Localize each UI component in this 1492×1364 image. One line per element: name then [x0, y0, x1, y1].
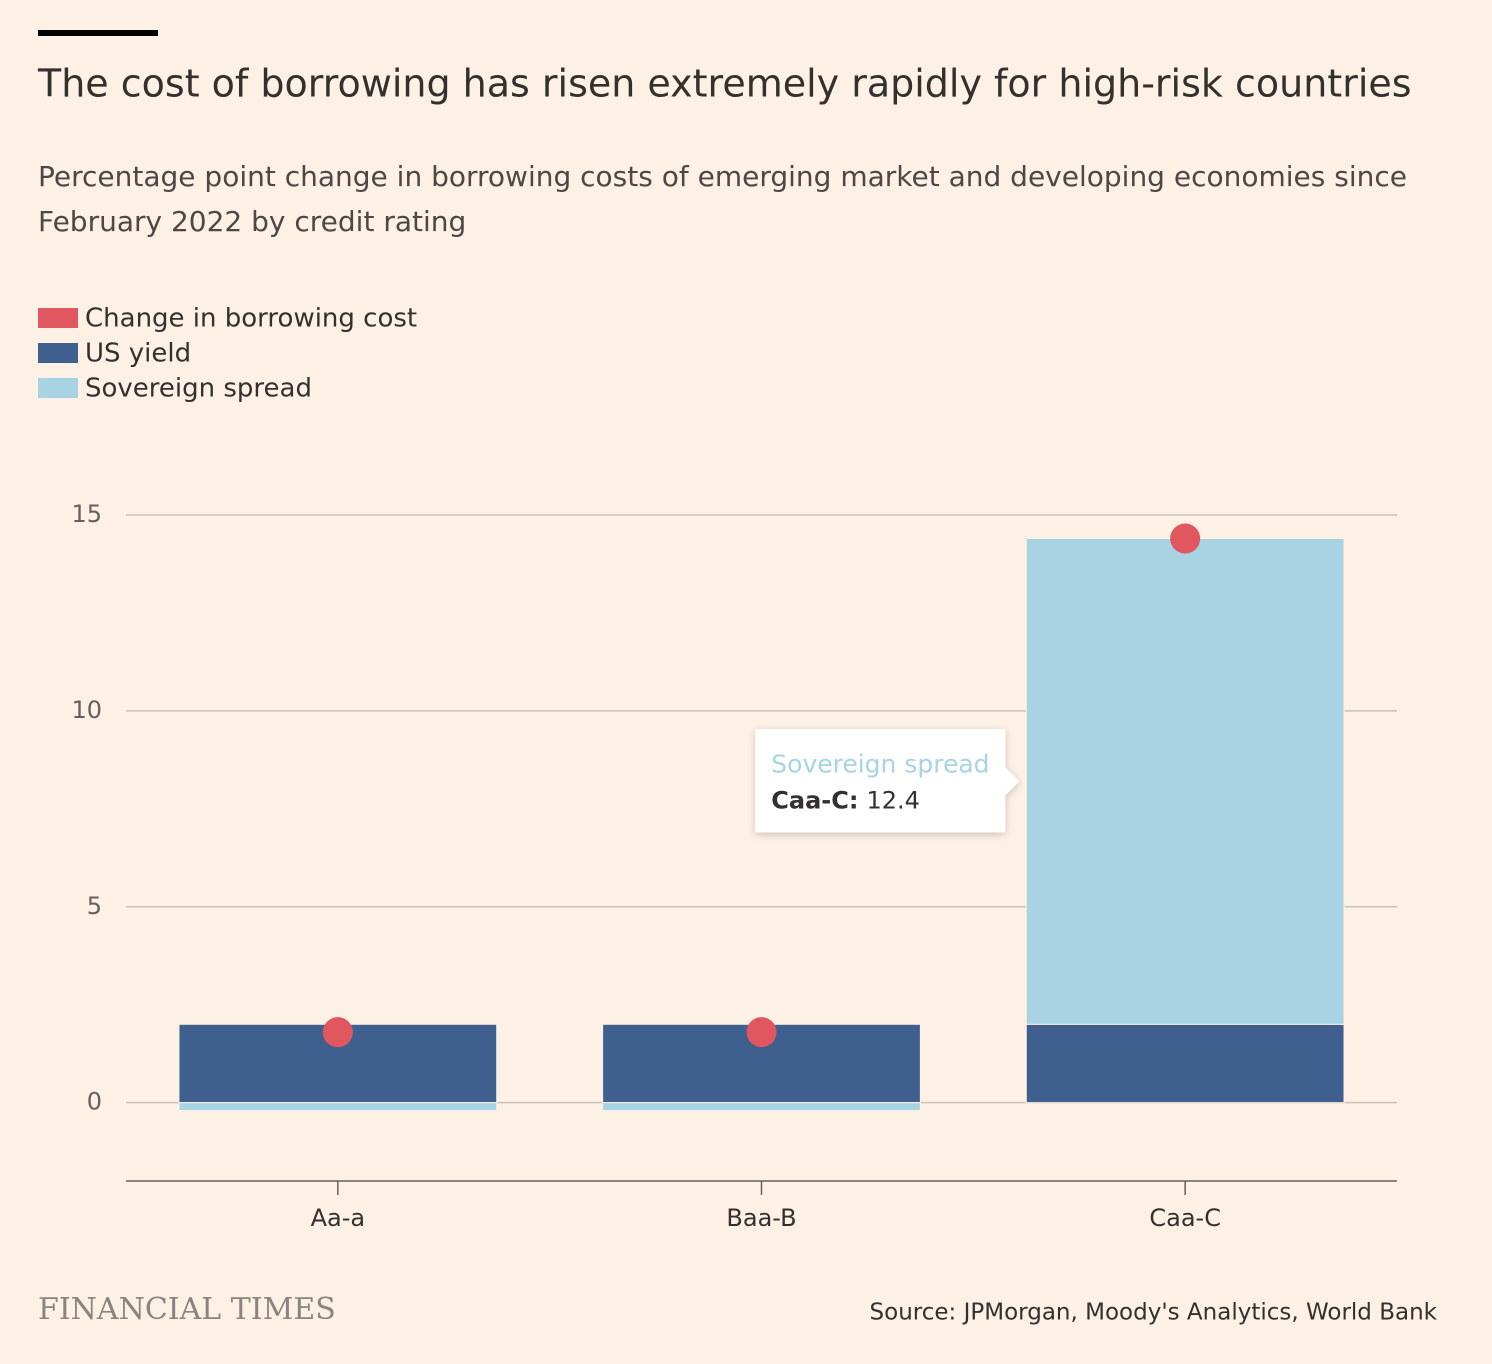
- dot: [746, 1017, 777, 1048]
- legend-label: US yield: [85, 339, 191, 369]
- x-tick-label: Baa-B: [726, 1204, 796, 1232]
- brand: FINANCIAL TIMES: [38, 1292, 336, 1327]
- legend-label: Change in borrowing cost: [85, 304, 417, 334]
- subtitle: February 2022 by credit rating: [38, 205, 466, 238]
- legend-label: Sovereign spread: [85, 374, 312, 404]
- tooltip-value: Caa-C: 12.4: [771, 786, 920, 814]
- tooltip-title: Sovereign spread: [771, 749, 989, 778]
- bar: [1025, 1023, 1345, 1104]
- y-tick-label: 15: [71, 500, 102, 528]
- bar: [602, 1102, 921, 1111]
- source: Source: JPMorgan, Moody's Analytics, Wor…: [870, 1300, 1438, 1326]
- legend-swatch: [38, 308, 78, 328]
- bar: [1025, 538, 1345, 1025]
- legend-swatch: [38, 378, 78, 398]
- legend-swatch: [38, 343, 78, 363]
- y-tick-label: 10: [71, 696, 102, 724]
- chart-title: The cost of borrowing has risen extremel…: [37, 62, 1412, 106]
- subtitle: Percentage point change in borrowing cos…: [38, 160, 1407, 193]
- tooltip-number: 12.4: [866, 786, 919, 814]
- y-tick-label: 5: [87, 892, 102, 920]
- x-tick-label: Aa-a: [311, 1204, 366, 1232]
- tooltip-category: Caa-C:: [771, 786, 858, 814]
- bar: [178, 1102, 498, 1111]
- dot: [322, 1017, 353, 1048]
- title-rule: [38, 30, 158, 36]
- tooltip-box: [755, 729, 1020, 833]
- x-tick-label: Caa-C: [1149, 1204, 1221, 1232]
- dot: [1170, 523, 1201, 554]
- y-tick-label: 0: [87, 1088, 102, 1116]
